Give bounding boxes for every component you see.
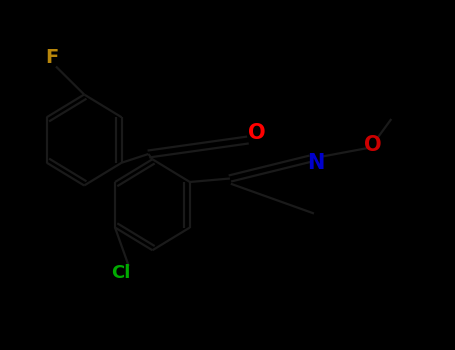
Text: Cl: Cl (111, 264, 130, 282)
Text: O: O (248, 123, 266, 143)
Text: F: F (46, 48, 59, 67)
Text: N: N (308, 153, 325, 173)
Text: O: O (364, 135, 382, 155)
